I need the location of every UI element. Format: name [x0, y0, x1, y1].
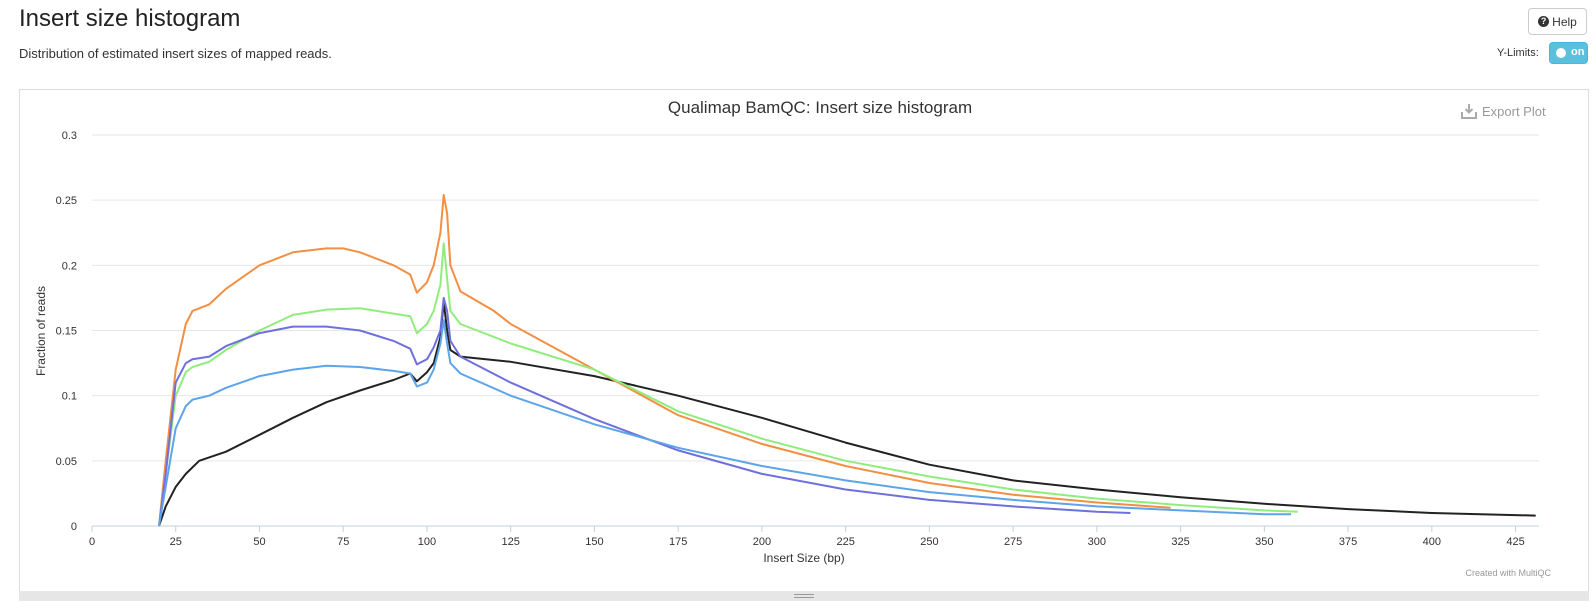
multiqc-credit: Created with MultiQC — [1465, 568, 1551, 578]
x-axis-label: Insert Size (bp) — [763, 551, 844, 565]
resize-grip-icon — [794, 594, 814, 598]
x-tick-label: 250 — [920, 536, 938, 548]
x-tick-label: 375 — [1339, 536, 1357, 548]
x-tick-label: 200 — [753, 536, 771, 548]
grid-lines — [92, 134, 1539, 462]
x-tick-label: 325 — [1171, 536, 1189, 548]
y-tick-label: 0.3 — [62, 130, 77, 142]
x-tick-label: 400 — [1423, 536, 1441, 548]
axes: 0 0.05 0.1 0.15 0.2 0.25 0.3 0 25 50 75 100 125 150 17… — [56, 130, 1539, 548]
export-plot-label: Export Plot — [1482, 104, 1546, 119]
insert-size-chart: 0 0.05 0.1 0.15 0.2 0.25 0.3 0 25 50 75 100 125 150 17… — [34, 98, 1551, 578]
y-axis-label: Fraction of reads — [34, 286, 48, 376]
y-tick-label: 0.2 — [62, 260, 77, 272]
ylimits-toggle[interactable]: on — [1549, 42, 1588, 64]
x-tick-label: 275 — [1004, 536, 1022, 548]
y-tick-label: 0.15 — [56, 326, 77, 338]
x-tick-label: 0 — [89, 536, 95, 548]
x-tick-label: 425 — [1506, 536, 1524, 548]
series-line-2[interactable] — [158, 194, 1171, 527]
ylimits-label: Y-Limits: — [1497, 47, 1539, 59]
x-tick-label: 350 — [1255, 536, 1273, 548]
y-tick-label: 0.1 — [62, 391, 77, 403]
ylimits-toggle-label: on — [1571, 46, 1585, 58]
series-line-4[interactable] — [158, 296, 1131, 527]
page-subtitle: Distribution of estimated insert sizes o… — [19, 46, 332, 61]
page-title: Insert size histogram — [19, 5, 241, 32]
plot-resize-handle[interactable] — [19, 591, 1589, 601]
x-tick-label: 150 — [585, 536, 603, 548]
x-tick-label: 125 — [502, 536, 520, 548]
x-tick-label: 100 — [418, 536, 436, 548]
x-tick-label: 175 — [669, 536, 687, 548]
chart-title: Qualimap BamQC: Insert size histogram — [668, 98, 972, 117]
help-button[interactable]: ? Help — [1528, 8, 1587, 35]
series-line-5[interactable] — [158, 319, 1292, 527]
series-line-1[interactable] — [158, 300, 1536, 527]
x-tick-label: 225 — [836, 536, 854, 548]
export-plot-button[interactable]: Export Plot — [1461, 104, 1546, 119]
series-lines — [158, 194, 1536, 527]
x-tick-label: 300 — [1088, 536, 1106, 548]
y-tick-label: 0 — [71, 521, 77, 533]
help-button-label: Help — [1552, 14, 1577, 29]
plot-container: 0 0.05 0.1 0.15 0.2 0.25 0.3 0 25 50 75 100 125 150 17… — [19, 89, 1589, 601]
x-tick-label: 75 — [337, 536, 349, 548]
x-tick-label: 50 — [253, 536, 265, 548]
y-tick-label: 0.05 — [56, 456, 77, 468]
y-tick-label: 0.25 — [56, 195, 77, 207]
toggle-knob — [1556, 48, 1566, 58]
x-tick-label: 25 — [170, 536, 182, 548]
question-circle-icon: ? — [1538, 16, 1550, 27]
download-icon — [1461, 104, 1477, 119]
series-line-3[interactable] — [158, 242, 1298, 527]
